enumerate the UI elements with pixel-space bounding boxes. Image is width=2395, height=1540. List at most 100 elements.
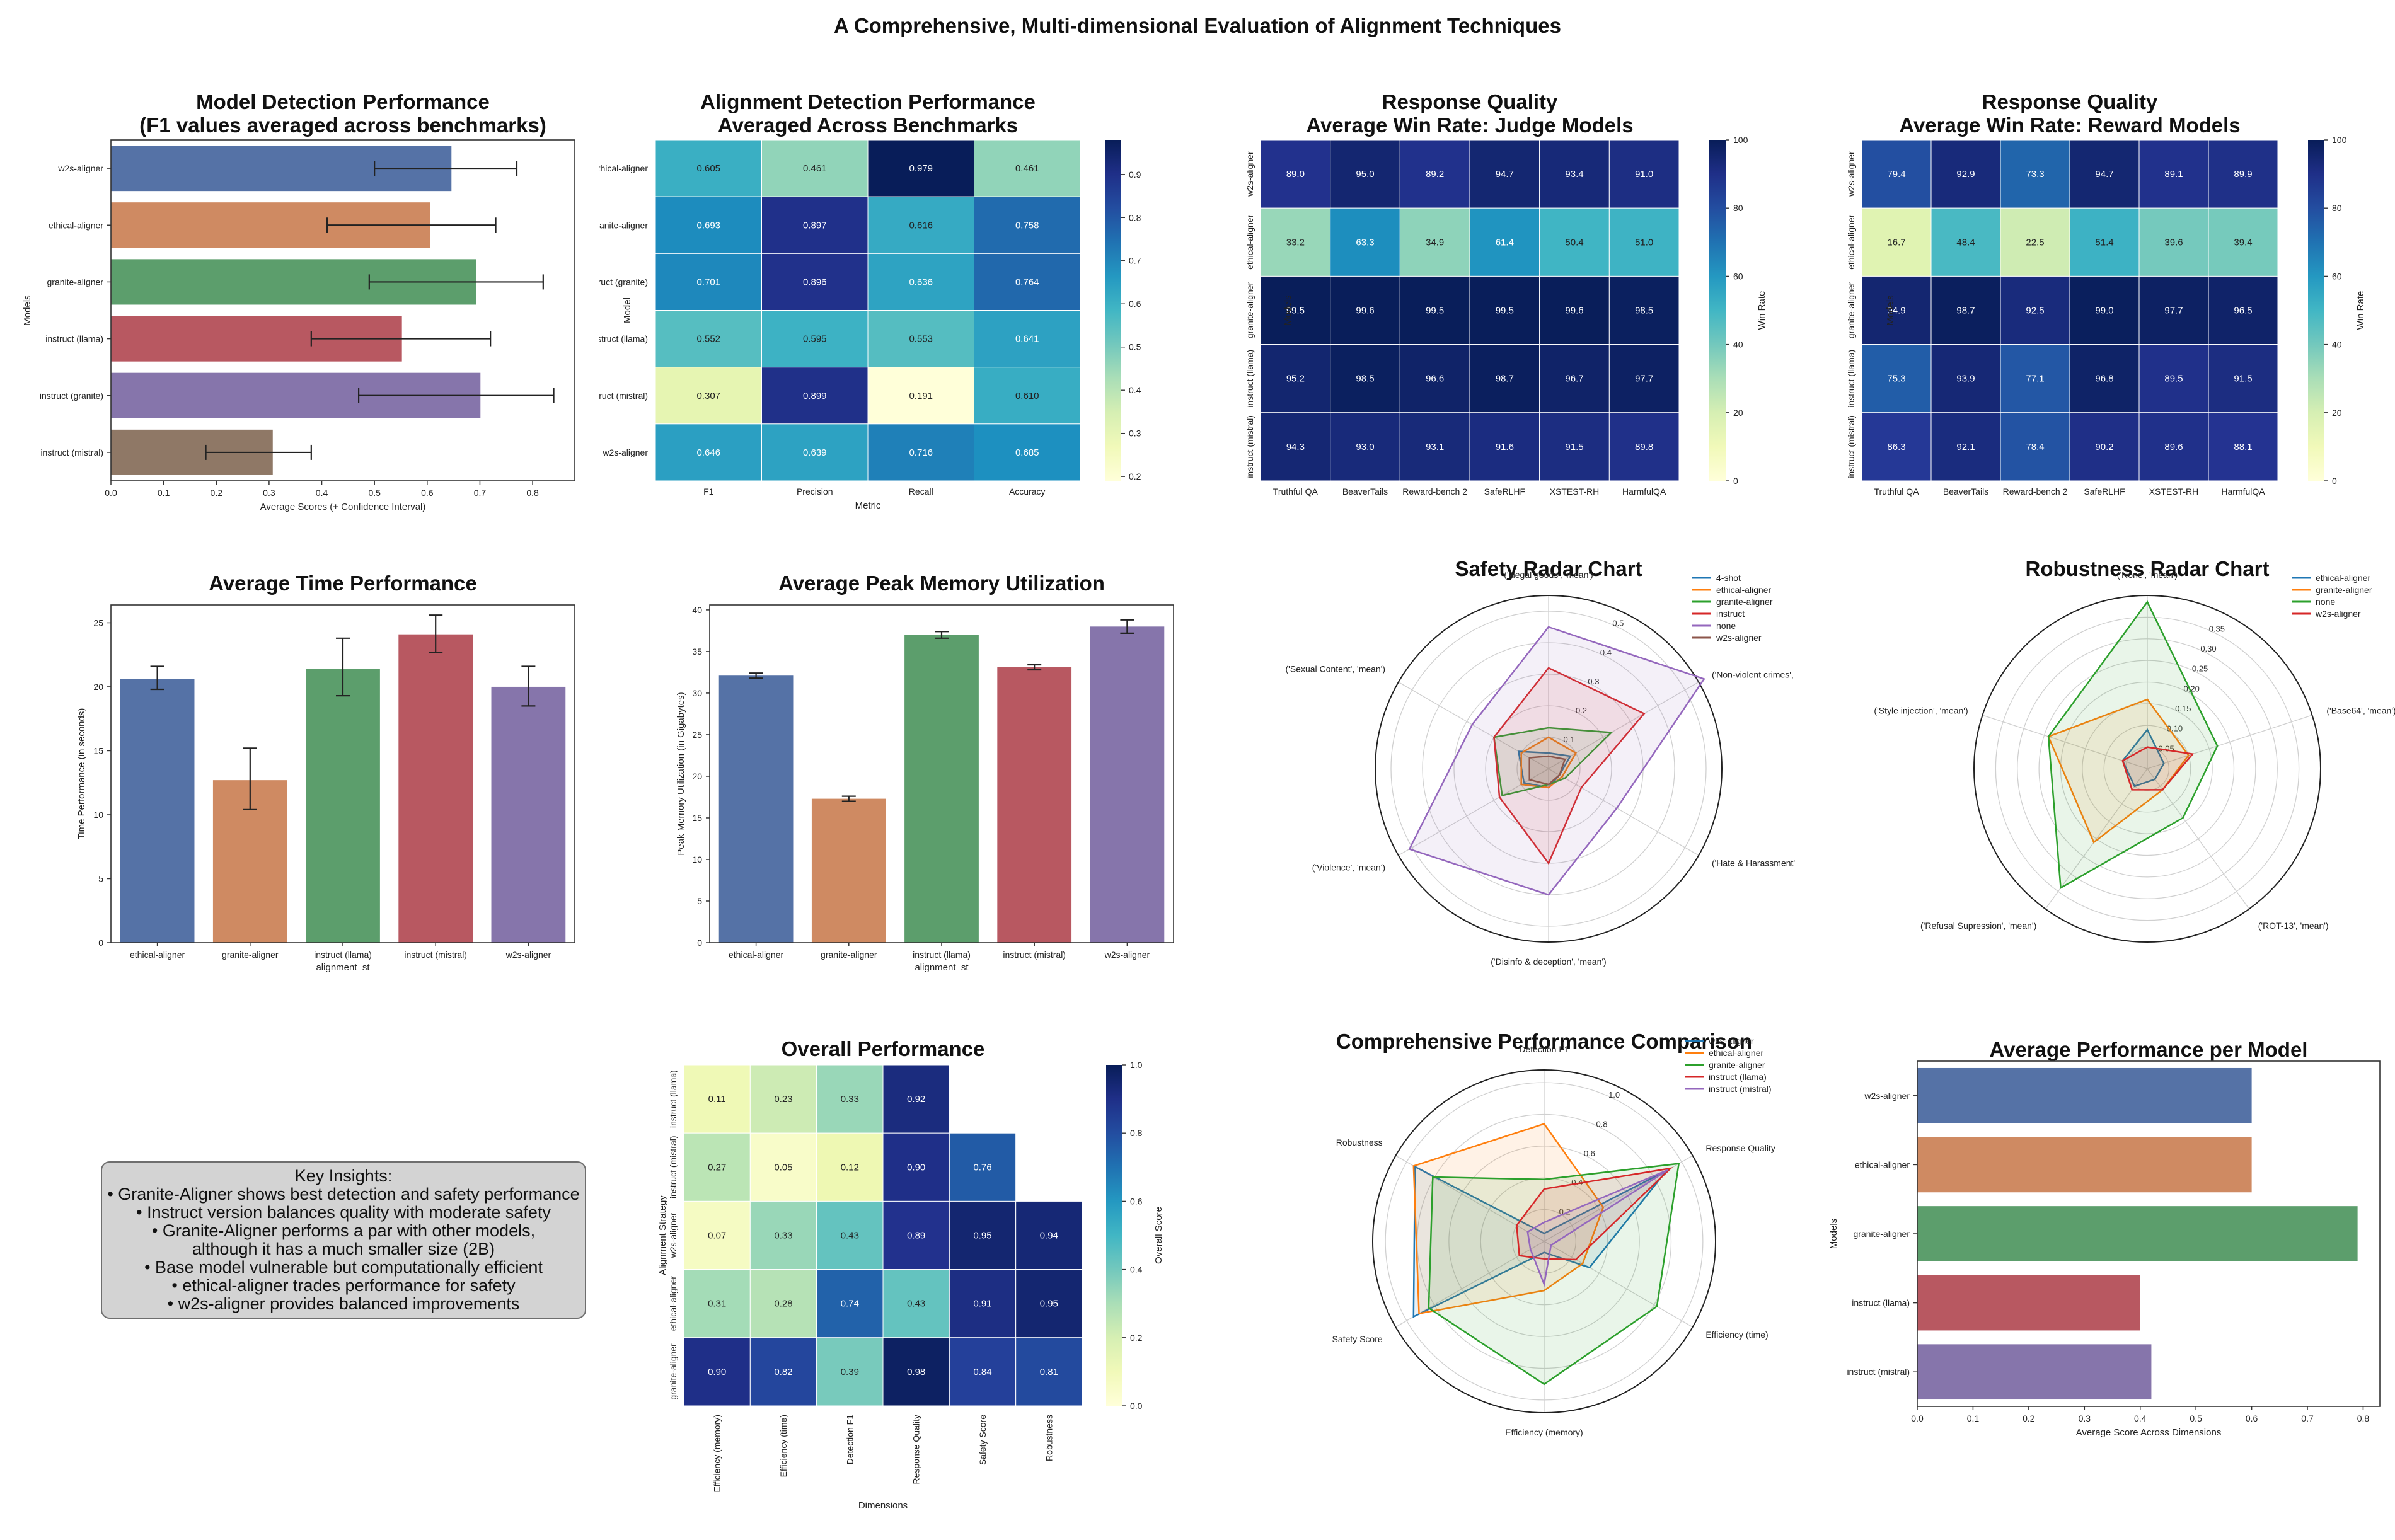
cell-label: 94.3 [1286,442,1305,452]
bar [120,679,195,943]
col-label: Safety Score [978,1415,988,1465]
heatmap-cell [1469,207,1540,277]
x-tick-label: 0.5 [2190,1413,2202,1423]
radar-series [1520,736,1578,789]
y-axis-label: Peak Memory Utilization (in Gigabytes) [676,692,686,855]
cell-label: 94.7 [1496,169,1514,180]
radar-series [2047,600,2219,890]
legend-label: w2s-aligner [1716,633,1762,643]
radar-spoke [2147,715,2312,769]
heatmap-cell [655,139,762,197]
row-label: w2s-aligner [602,447,648,457]
cell-label: 93.0 [1356,442,1374,452]
heatmap-cell [974,423,1081,481]
heatmap-cell [683,1200,751,1270]
cell-label: 0.639 [803,447,827,458]
cell-label: 0.553 [909,334,933,345]
colorbar-tick-label: 0.7 [1129,256,1141,266]
radial-tick-label: 0.6 [1584,1149,1595,1158]
y-axis-label: Models [1885,295,1896,325]
y-tick-label: 25 [93,618,103,628]
row-label: ethical-aligner [1846,214,1856,269]
col-label: HarmfulQA [1622,486,1666,497]
col-label: SafeRLHF [1484,486,1525,497]
radar-spoke [2147,768,2250,909]
cell-label: 0.685 [1015,447,1039,458]
cell-label: 0.74 [841,1299,859,1309]
legend-label: 4-shot [1716,573,1741,583]
col-label: HarmfulQA [2221,486,2265,497]
cell-label: 0.701 [696,277,720,287]
radar-axis-label: ('ROT-13', 'mean') [2258,921,2329,931]
cell-label: 75.3 [1887,374,1905,384]
row-label: instruct (mistral) [1846,415,1856,478]
heatmap-cell [974,367,1081,425]
radar-axis-label: Efficiency (time) [1705,1330,1768,1340]
heatmap-cell [949,1337,1017,1406]
heatmap-cell [2000,275,2070,345]
heatmap-cell [655,196,762,254]
heatmap-cell [1469,412,1540,481]
cell-label: 95.0 [1356,169,1374,180]
colorbar-tick-label: 0.2 [1130,1333,1143,1343]
colorbar-tick-label: 1.0 [1130,1060,1143,1070]
chart-detection-performance: Model Detection Performance(F1 values av… [22,90,575,512]
heatmap-cell [949,1269,1017,1338]
heatmap-cell [867,196,974,254]
cell-label: 91.5 [1565,442,1583,452]
heatmap-cell [2000,412,2070,481]
radar-series [1412,1123,1605,1315]
radial-tick-label: 0.3 [1588,677,1599,686]
radar-axis-label: ('None', 'mean') [2117,570,2178,580]
chart-title: Average Win Rate: Judge Models [1306,113,1633,137]
heatmap-cell [1015,1337,1083,1406]
cell-label: 0.646 [696,447,720,458]
heatmap-cell [1930,344,2001,413]
x-tick-label: instruct (mistral) [1003,950,1066,960]
col-label: Efficiency (time) [778,1415,788,1477]
heatmap-cell [749,1269,817,1338]
x-tick-label: 0.7 [474,488,487,498]
y-tick-label: 35 [692,646,702,657]
cell-label: 0.27 [708,1162,726,1173]
heatmap-cell [1539,412,1610,481]
radial-tick-label: 0.4 [1571,1178,1583,1187]
heatmap-cell [2069,207,2140,277]
col-label: Precision [797,486,833,497]
cell-label: 0.616 [909,220,933,231]
x-tick-label: granite-aligner [222,950,279,960]
y-tick-label: granite-aligner [47,277,104,287]
heatmap-cell [1399,412,1470,481]
colorbar [1106,1065,1122,1406]
cell-label: 0.716 [909,447,933,458]
cell-label: 0.81 [1040,1367,1058,1377]
insight-line: • Base model vulnerable but computationa… [144,1258,543,1277]
row-label: ethical-aligner [599,163,648,173]
cell-label: 0.979 [909,163,933,174]
bar [904,635,979,943]
cell-label: 0.641 [1015,334,1039,345]
colorbar-tick-label: 40 [1733,340,1743,350]
colorbar-tick-label: 0.2 [1129,471,1141,481]
heatmap-cell [949,1132,1017,1202]
heatmap-cell [1930,275,2001,345]
row-label: granite-aligner [1846,282,1856,338]
x-axis-label: Dimensions [858,1500,908,1511]
cell-label: 0.82 [774,1367,792,1377]
cell-label: 98.5 [1356,374,1374,384]
row-label: ethical-aligner [1245,214,1255,269]
y-tick-label: 30 [692,688,702,698]
colorbar [1105,140,1121,481]
col-label: Truthful QA [1273,486,1319,497]
legend-label: granite-aligner [1709,1060,1765,1070]
radar-spoke [1982,715,2148,769]
heatmap-cell [683,1064,751,1134]
y-tick-label: w2s-aligner [57,163,103,173]
radar-series [1526,1169,1668,1287]
bar [398,634,473,943]
heatmap-cell [1260,344,1331,413]
insight-line: • Granite-Aligner performs a par with ot… [151,1221,536,1240]
chart-title: Response Quality [1982,90,2158,113]
row-label: instruct (llama) [599,334,648,344]
cell-label: 88.1 [2234,442,2252,452]
